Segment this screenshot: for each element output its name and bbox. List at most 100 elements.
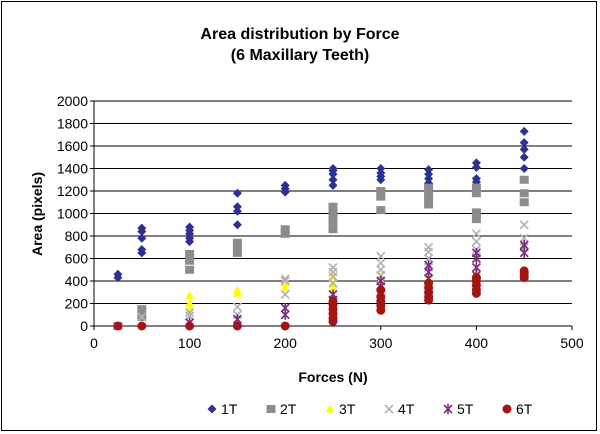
data-point-2T: [185, 265, 195, 274]
data-point-2T: [232, 238, 242, 247]
data-point-5T: [424, 260, 434, 271]
data-point-2T: [376, 187, 386, 195]
data-point-5T: [519, 240, 529, 250]
data-point-5T: [376, 276, 386, 286]
legend-label-5T: 5T: [457, 401, 474, 417]
data-point-6T: [376, 285, 386, 295]
data-point-3T: [328, 284, 338, 293]
data-point-6T: [328, 296, 338, 306]
data-point-3T: [185, 299, 195, 307]
data-point-2T: [376, 206, 386, 215]
x-tick-label: 500: [560, 335, 584, 351]
legend: 1T 2T 3T 4T 5T 6T: [207, 401, 533, 417]
data-point-2T: [280, 225, 290, 234]
data-point-4T: [424, 242, 434, 252]
legend-marker-2T: [266, 405, 276, 413]
data-point-2T: [328, 225, 338, 234]
data-point-4T: [185, 307, 195, 318]
x-tick-label: 0: [90, 335, 98, 351]
data-point-2T: [424, 183, 434, 192]
data-point-1T: [137, 223, 147, 233]
y-tick-label: 800: [65, 228, 89, 244]
legend-label-1T: 1T: [221, 401, 238, 417]
legend-label-2T: 2T: [280, 401, 297, 417]
data-point-4T: [376, 258, 386, 268]
data-point-4T: [424, 253, 434, 264]
data-point-2T: [424, 193, 434, 202]
x-tick-label: 200: [274, 335, 298, 351]
chart-title-line-1: Area distribution by Force: [200, 26, 399, 43]
data-point-2T: [424, 189, 434, 198]
data-point-6T: [519, 266, 529, 276]
data-point-2T: [424, 200, 434, 209]
series-2T: [113, 175, 529, 330]
data-point-5T: [280, 303, 290, 313]
data-point-1T: [376, 164, 386, 173]
data-point-4T: [328, 262, 338, 273]
y-tick-label: 1600: [57, 138, 88, 154]
data-point-1T: [519, 126, 529, 136]
x-axis-label: Forces (N): [298, 369, 367, 385]
legend-marker-3T: [325, 404, 335, 413]
data-point-6T: [185, 321, 195, 331]
data-point-5T: [471, 262, 481, 273]
data-point-2T: [185, 256, 195, 265]
y-tick-label: 1800: [57, 116, 88, 132]
y-axis-label: Area (pixels): [29, 172, 45, 256]
legend-label-4T: 4T: [398, 401, 415, 417]
data-point-2T: [328, 209, 338, 218]
x-tick-label: 400: [465, 335, 489, 351]
data-point-2T: [232, 243, 242, 252]
data-point-1T: [519, 164, 529, 173]
data-point-1T: [113, 269, 123, 279]
y-tick-label: 2000: [57, 93, 88, 109]
y-tick-label: 0: [80, 318, 88, 334]
series-6T: [113, 266, 529, 331]
data-point-4T: [471, 237, 481, 247]
y-tick-label: 600: [65, 251, 89, 267]
data-point-2T: [328, 202, 338, 211]
data-point-5T: [471, 247, 481, 258]
data-point-6T: [137, 321, 147, 331]
x-tick-label: 300: [369, 335, 393, 351]
x-tick-label: 100: [178, 335, 202, 351]
data-point-4T: [328, 278, 338, 288]
data-point-6T: [232, 321, 242, 331]
data-point-2T: [519, 189, 529, 198]
data-point-3T: [185, 291, 195, 300]
data-point-1T: [137, 245, 147, 254]
legend-marker-6T: [502, 404, 512, 414]
y-tick-label: 200: [65, 296, 89, 312]
y-tick-label: 1400: [57, 161, 88, 177]
data-point-1T: [280, 180, 290, 190]
legend-marker-1T: [207, 404, 217, 414]
data-point-4T: [376, 251, 386, 261]
tick-labels: 0 200 400 600 800 1000 1200 1400 1600 1800 2000 0 10…: [57, 93, 584, 351]
data-point-6T: [424, 278, 434, 288]
data-point-2T: [471, 189, 481, 198]
data-point-4T: [519, 233, 529, 243]
data-point-1T: [519, 152, 529, 162]
data-point-2T: [519, 198, 529, 207]
data-point-4T: [137, 312, 147, 322]
data-point-4T: [185, 311, 195, 321]
data-point-1T: [232, 220, 242, 230]
data-point-2T: [471, 215, 481, 224]
data-point-1T: [232, 188, 242, 198]
legend-label-6T: 6T: [516, 401, 533, 417]
legend-label-3T: 3T: [339, 401, 356, 417]
data-point-1T: [519, 144, 529, 154]
y-tick-label: 1000: [57, 206, 88, 222]
data-point-1T: [471, 158, 481, 168]
data-point-4T: [280, 276, 290, 286]
data-point-2T: [137, 305, 147, 314]
data-point-4T: [519, 220, 529, 230]
data-points: [113, 126, 529, 331]
chart-title-line-2: (6 Maxillary Teeth): [231, 47, 369, 64]
data-point-6T: [113, 321, 123, 331]
data-point-4T: [376, 265, 386, 275]
data-point-3T: [232, 285, 242, 294]
data-point-1T: [471, 174, 481, 184]
data-point-1T: [137, 233, 147, 243]
